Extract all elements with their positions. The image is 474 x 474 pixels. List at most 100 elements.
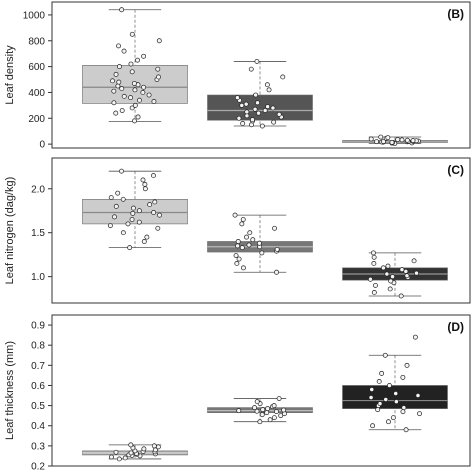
data-point [151, 99, 157, 104]
data-point [388, 278, 394, 284]
data-point [247, 230, 253, 236]
data-point [234, 95, 240, 101]
data-point [240, 217, 246, 222]
data-point [151, 443, 157, 449]
panel-label: (B) [447, 7, 464, 21]
data-point [281, 407, 287, 413]
data-point [109, 454, 114, 460]
y-tick-label: 0.7 [31, 361, 45, 372]
box-iqr [82, 199, 188, 225]
y-tick-label: 1.5 [31, 228, 45, 239]
data-point [116, 43, 121, 49]
y-tick-label: 600 [28, 62, 45, 73]
panel-2: 1.0 1.5 2.0 Leaf nitrogen (dag/kg) (C) [4, 157, 471, 304]
data-point [399, 137, 405, 143]
data-point [385, 263, 391, 269]
y-tick-label: 1000 [23, 10, 46, 21]
data-point [144, 234, 150, 240]
data-point [371, 261, 377, 266]
data-point [127, 245, 133, 251]
data-point [155, 444, 161, 450]
box-group-3 [342, 334, 448, 433]
data-point [395, 137, 401, 142]
data-point [141, 446, 147, 452]
data-point [155, 225, 161, 231]
data-point [378, 134, 384, 140]
data-point [239, 102, 245, 108]
data-point [253, 92, 259, 98]
data-point [129, 217, 135, 222]
data-point [374, 139, 380, 145]
box-group-2 [207, 58, 313, 129]
data-point [113, 449, 119, 455]
data-point [403, 427, 409, 433]
data-point [393, 399, 399, 405]
data-point [414, 270, 419, 276]
data-point [256, 240, 262, 246]
data-point [125, 221, 131, 227]
data-point [130, 210, 136, 216]
data-point [255, 100, 260, 106]
data-point [250, 117, 255, 123]
data-point [401, 405, 407, 411]
data-point [381, 139, 386, 144]
data-point [141, 239, 147, 244]
data-point [141, 84, 147, 90]
data-point [115, 190, 121, 196]
y-axis-label: Leaf density [4, 45, 16, 105]
data-point [271, 403, 277, 409]
data-point [239, 221, 245, 227]
y-tick-label: 1.0 [31, 272, 45, 283]
data-point [128, 442, 134, 448]
data-point [140, 177, 146, 183]
data-point [113, 203, 119, 209]
data-point [262, 108, 268, 113]
data-point [256, 110, 261, 116]
box-group-3 [342, 250, 448, 299]
data-point [274, 246, 280, 252]
data-point [240, 121, 246, 126]
data-point [259, 123, 265, 129]
data-point [135, 114, 141, 120]
data-point [234, 261, 240, 266]
data-point [377, 401, 383, 407]
data-point [373, 282, 378, 288]
data-point [157, 212, 162, 218]
data-point [404, 137, 410, 143]
data-point [136, 219, 142, 225]
data-point [235, 243, 241, 249]
data-point [390, 274, 396, 280]
data-point [111, 100, 117, 106]
plot-frame [51, 157, 471, 304]
data-point [369, 387, 375, 392]
data-point [417, 411, 422, 417]
y-tick-label: 800 [28, 36, 45, 47]
data-point [254, 58, 260, 64]
data-point [386, 419, 391, 425]
data-point [115, 83, 121, 89]
data-point [151, 210, 157, 215]
data-point [368, 136, 374, 142]
panel-3: 0.2 0.3 0.4 0.5 0.6 0.7 0.8 0.9 Leaf thickness (… [4, 314, 471, 473]
data-point [252, 405, 258, 411]
data-point [403, 268, 409, 274]
data-point [260, 407, 266, 413]
data-point [122, 455, 128, 461]
data-point [384, 271, 390, 277]
data-point [119, 86, 125, 92]
data-point [270, 105, 276, 111]
data-point [119, 108, 125, 113]
data-point [156, 74, 161, 80]
y-tick-label: 0.6 [31, 381, 45, 392]
y-tick-label: 0.4 [31, 421, 45, 432]
data-point [379, 370, 385, 376]
box-group-1 [82, 7, 188, 124]
y-tick-label: 0.8 [31, 341, 45, 352]
y-tick-label: 0.3 [31, 441, 45, 452]
box-group-2 [207, 212, 313, 275]
data-point [239, 245, 245, 251]
box-group-1 [82, 442, 188, 462]
data-point [142, 181, 148, 187]
panel-1: 0 200 400 600 800 1000 Leaf density (B) [4, 1, 471, 151]
data-point [250, 237, 256, 243]
